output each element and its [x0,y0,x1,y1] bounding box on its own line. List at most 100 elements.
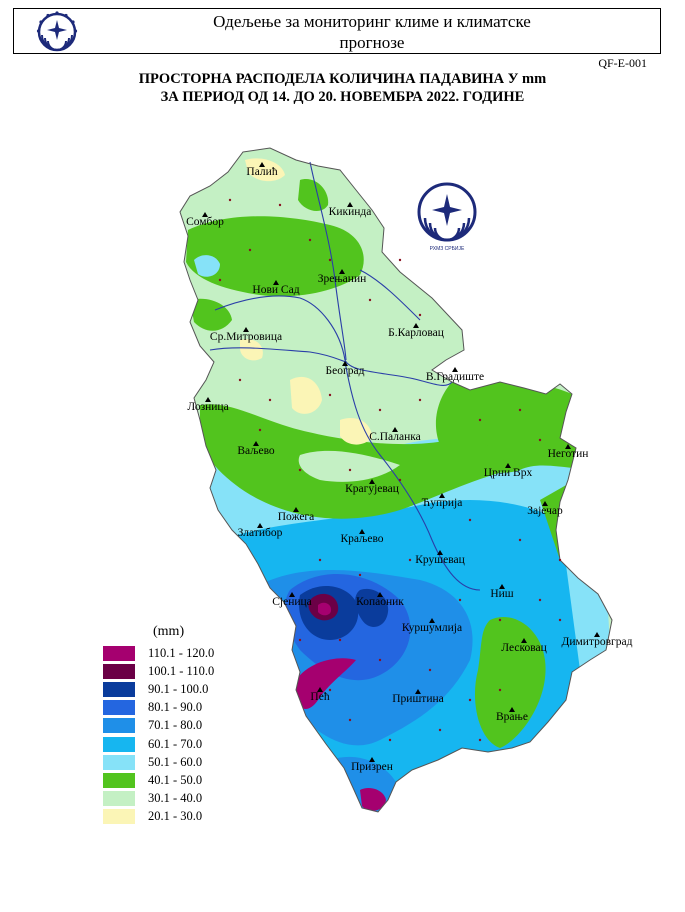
station-dot [328,393,332,397]
city-marker-kraljevo [359,529,365,534]
legend-label: 60.1 - 70.0 [148,736,203,751]
legend-swatch [103,754,135,770]
station-dot [538,598,542,602]
station-dot [538,438,542,442]
city-label-crni-vrh: Црни Врх [484,467,533,479]
city-marker-cuprija [439,493,445,498]
station-dot [348,718,352,722]
station-dot [428,668,432,672]
department-line-1: Одељење за мониторинг климе и климатске [213,12,531,31]
city-label-palic: Палић [246,166,277,178]
station-dot [308,238,312,242]
legend-rows: 110.1 - 120.0 100.1 - 110.0 90.1 - 100.0 80… [103,644,253,826]
city-marker-sr-mitrovica [243,327,249,332]
legend-row: 100.1 - 110.0 [103,662,253,680]
station-dot [338,638,342,642]
station-dots [218,198,562,742]
city-marker-vranje [509,707,515,712]
city-marker-pristina [415,689,421,694]
legend-swatch [103,809,135,825]
legend-label: 110.1 - 120.0 [148,645,215,660]
station-dot [438,728,442,732]
city-label-b-karlovac: Б.Карловац [388,327,444,339]
map-logo-icon [417,182,477,242]
city-marker-crni-vrh [505,463,511,468]
city-label-cuprija: Ћуприја [422,497,463,509]
legend-row: 30.1 - 40.0 [103,790,253,808]
legend-row: 90.1 - 100.0 [103,680,253,698]
city-marker-zrenjanin [339,269,345,274]
city-label-leskovac: Лесковац [501,642,547,654]
legend-label: 40.1 - 50.0 [148,772,203,787]
map-logo-caption: РХМЗ СРБИЈЕ [430,246,465,252]
legend-swatch [103,645,135,661]
station-dot [378,658,382,662]
city-marker-dimitrovgrad [594,632,600,637]
city-label-sr-mitrovica: Ср.Митровица [210,331,282,343]
legend: (mm) 110.1 - 120.0 100.1 - 110.0 90.1 - 10… [103,624,253,826]
city-marker-pozega [293,507,299,512]
city-label-nis: Ниш [490,588,513,600]
station-dot [418,313,422,317]
station-dot [398,258,402,262]
rivers [209,161,481,591]
station-dot [328,258,332,262]
city-label-pristina: Приштина [392,693,444,705]
city-marker-negotin [565,444,571,449]
city-marker-leskovac [521,638,527,643]
station-dot [298,638,302,642]
legend-swatch [103,772,135,788]
header-box: Одељење за мониторинг климе и климатске … [13,8,661,54]
station-dot [468,518,472,522]
city-marker-s-palanka [392,427,398,432]
station-dot [218,278,222,282]
map-title-line-2: ЗА ПЕРИОД ОД 14. ДО 20. НОВЕМБРА 2022. Г… [160,89,525,105]
city-label-krusevac: Крушевац [415,554,465,566]
city-marker-zlatibor [257,523,263,528]
city-marker-novi-sad [273,280,279,285]
city-marker-kopaonik [377,592,383,597]
city-label-kursumlija: Куршумлија [402,622,462,634]
city-label-v-gradiste: В.Градиште [426,371,484,383]
city-label-pec: Пећ [310,691,329,703]
city-marker-b-karlovac [413,323,419,328]
city-label-beograd: Београд [326,365,365,377]
legend-row: 80.1 - 90.0 [103,699,253,717]
legend-label: 100.1 - 110.0 [148,663,215,678]
legend-swatch [103,736,135,752]
city-label-valjevo: Ваљево [237,445,275,457]
city-label-loznica: Лозница [187,401,228,413]
city-label-kikinda: Кикинда [329,206,372,218]
city-marker-palic [259,162,265,167]
city-marker-sombor [202,212,208,217]
station-dot [328,688,332,692]
city-label-pozega: Пожега [278,511,315,523]
city-marker-sjenica [289,592,295,597]
city-markers: Палић Кикинда Сомбор Зрењанин Нови Сад Б.Карл… [186,162,633,773]
station-dot [518,538,522,542]
city-marker-zajecar [542,501,548,506]
city-label-zajecar: Зајечар [527,505,563,517]
legend-swatch [103,663,135,679]
station-dot [468,698,472,702]
legend-swatch [103,681,135,697]
city-marker-kursumlija [429,618,435,623]
map-title-line-1: ПРОСТОРНА РАСПОДЕЛА КОЛИЧИНА ПАДАВИНА У … [138,71,547,87]
city-label-zlatibor: Златибор [238,527,283,539]
city-label-kopaonik: Копаоник [356,596,404,608]
station-dot [228,198,232,202]
station-dot [378,408,382,412]
station-dot [278,203,282,207]
legend-row: 70.1 - 80.0 [103,717,253,735]
city-label-negotin: Неготин [548,448,589,460]
station-dot [458,598,462,602]
city-marker-pec [317,687,323,692]
city-label-sombor: Сомбор [186,216,224,228]
station-dot [418,398,422,402]
station-dot [268,398,272,402]
station-dot [558,558,562,562]
city-label-s-palanka: С.Паланка [369,431,421,443]
station-dot [498,688,502,692]
legend-row: 50.1 - 60.0 [103,753,253,771]
